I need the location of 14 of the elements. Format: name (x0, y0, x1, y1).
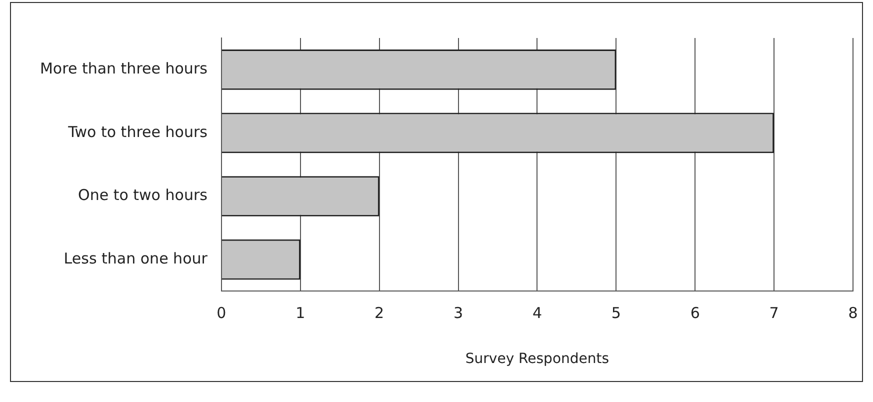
x-tick-label: 5 (611, 304, 621, 322)
y-tick-label: Less than one hour (64, 249, 208, 268)
x-tick-label: 8 (848, 304, 858, 322)
x-tick-label: 7 (769, 304, 779, 322)
x-tick-label: 0 (216, 304, 226, 322)
x-tick-label: 4 (532, 304, 542, 322)
x-tick-label: 2 (374, 304, 384, 322)
y-tick-label: Two to three hours (67, 122, 208, 141)
x-tick-label: 3 (453, 304, 464, 322)
y-tick-label: More than three hours (40, 60, 208, 78)
x-axis-title: Survey Respondents (465, 351, 610, 368)
y-tick-label: One to two hours (78, 186, 208, 204)
x-tick-label: 1 (296, 304, 306, 322)
x-tick-label: 6 (690, 304, 700, 322)
